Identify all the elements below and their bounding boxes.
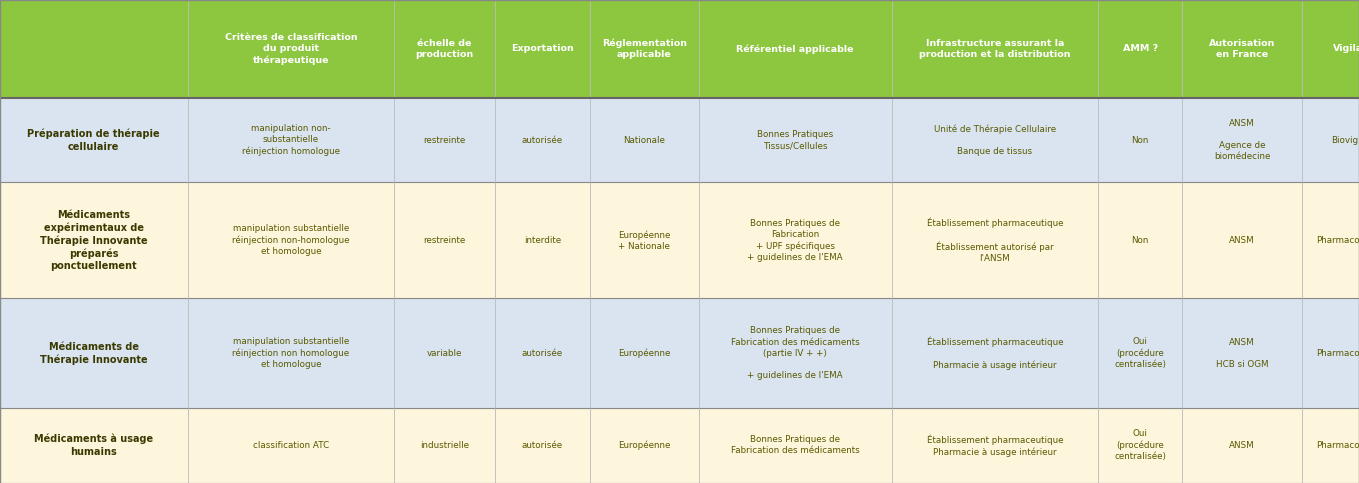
Text: Européenne: Européenne <box>618 348 670 358</box>
Text: Non: Non <box>1132 236 1148 245</box>
Text: interdite: interdite <box>523 236 561 245</box>
Text: Pharmacovigilance: Pharmacovigilance <box>1316 441 1359 450</box>
Text: Bonnes Pratiques de
Fabrication des médicaments: Bonnes Pratiques de Fabrication des médi… <box>731 435 859 455</box>
Bar <box>1182 298 1302 408</box>
Text: Établissement pharmaceutique

Établissement autorisé par
l'ANSM: Établissement pharmaceutique Établisseme… <box>927 217 1063 263</box>
Text: Préparation de thérapie
cellulaire: Préparation de thérapie cellulaire <box>27 128 160 152</box>
Bar <box>1302 0 1359 98</box>
Text: Européenne
+ Nationale: Européenne + Nationale <box>618 230 670 251</box>
Bar <box>495 98 590 182</box>
Bar <box>1182 182 1302 298</box>
Bar <box>394 298 495 408</box>
Bar <box>892 0 1098 98</box>
Bar <box>590 298 699 408</box>
Bar <box>188 298 394 408</box>
Bar <box>0 408 188 483</box>
Bar <box>1302 98 1359 182</box>
Bar <box>188 182 394 298</box>
Text: Pharmacovigilance: Pharmacovigilance <box>1316 349 1359 357</box>
Text: Non: Non <box>1132 136 1148 144</box>
Bar <box>495 298 590 408</box>
Text: autorisée: autorisée <box>522 441 563 450</box>
Bar <box>892 408 1098 483</box>
Text: Bonnes Pratiques de
Fabrication
+ UPF spécifiques
+ guidelines de l'EMA: Bonnes Pratiques de Fabrication + UPF sp… <box>747 219 843 262</box>
Text: Oui
(procédure
centralisée): Oui (procédure centralisée) <box>1114 429 1166 461</box>
Bar <box>495 0 590 98</box>
Bar <box>892 98 1098 182</box>
Bar <box>892 298 1098 408</box>
Text: Biovigilance: Biovigilance <box>1330 136 1359 144</box>
Bar <box>590 408 699 483</box>
Bar <box>1182 0 1302 98</box>
Text: Bonnes Pratiques
Tissus/Cellules: Bonnes Pratiques Tissus/Cellules <box>757 130 833 150</box>
Text: Réglementation
applicable: Réglementation applicable <box>602 39 686 59</box>
Bar <box>590 0 699 98</box>
Bar <box>1302 408 1359 483</box>
Bar <box>1302 298 1359 408</box>
Text: manipulation non-
substantielle
réinjection homologue: manipulation non- substantielle réinject… <box>242 124 340 156</box>
Bar <box>1302 182 1359 298</box>
Text: Médicaments à usage
humains: Médicaments à usage humains <box>34 434 154 457</box>
Text: Oui
(procédure
centralisée): Oui (procédure centralisée) <box>1114 337 1166 369</box>
Text: manipulation substantielle
réinjection non homologue
et homologue: manipulation substantielle réinjection n… <box>232 337 349 369</box>
Bar <box>1182 408 1302 483</box>
Text: Critères de classification
du produit
thérapeutique: Critères de classification du produit th… <box>224 33 357 65</box>
Text: Établissement pharmaceutique

Pharmacie à usage intérieur: Établissement pharmaceutique Pharmacie à… <box>927 337 1063 370</box>
Text: autorisée: autorisée <box>522 136 563 144</box>
Text: Nationale: Nationale <box>624 136 665 144</box>
Bar <box>699 98 892 182</box>
Bar <box>590 182 699 298</box>
Text: Autorisation
en France: Autorisation en France <box>1210 39 1275 59</box>
Bar <box>1098 98 1182 182</box>
Text: Médicaments
expérimentaux de
Thérapie Innovante
préparés
ponctuellement: Médicaments expérimentaux de Thérapie In… <box>39 210 148 271</box>
Bar <box>0 182 188 298</box>
Bar <box>495 408 590 483</box>
Text: ANSM

HCB si OGM: ANSM HCB si OGM <box>1216 338 1268 369</box>
Bar <box>394 182 495 298</box>
Bar <box>394 0 495 98</box>
Bar <box>892 182 1098 298</box>
Bar <box>699 0 892 98</box>
Text: Unité de Thérapie Cellulaire

Banque de tissus: Unité de Thérapie Cellulaire Banque de t… <box>934 124 1056 156</box>
Text: Européenne: Européenne <box>618 440 670 450</box>
Bar <box>394 98 495 182</box>
Text: ANSM

Agence de
biomédecine: ANSM Agence de biomédecine <box>1214 119 1271 161</box>
Bar <box>0 298 188 408</box>
Bar <box>699 298 892 408</box>
Text: Bonnes Pratiques de
Fabrication des médicaments
(partie IV + +)

+ guidelines de: Bonnes Pratiques de Fabrication des médi… <box>731 327 859 380</box>
Text: classification ATC: classification ATC <box>253 441 329 450</box>
Text: échelle de
production: échelle de production <box>416 39 473 59</box>
Text: ANSM: ANSM <box>1230 441 1254 450</box>
Bar <box>394 408 495 483</box>
Bar <box>699 408 892 483</box>
Text: industrielle: industrielle <box>420 441 469 450</box>
Bar <box>1098 0 1182 98</box>
Bar <box>1098 298 1182 408</box>
Text: restreinte: restreinte <box>423 136 466 144</box>
Text: Médicaments de
Thérapie Innovante: Médicaments de Thérapie Innovante <box>39 341 148 365</box>
Text: ANSM: ANSM <box>1230 236 1254 245</box>
Text: AMM ?: AMM ? <box>1123 44 1158 54</box>
Bar <box>1098 408 1182 483</box>
Text: manipulation substantielle
réinjection non-homologue
et homologue: manipulation substantielle réinjection n… <box>232 225 349 256</box>
Bar <box>495 182 590 298</box>
Bar <box>699 182 892 298</box>
Text: restreinte: restreinte <box>423 236 466 245</box>
Bar <box>0 98 188 182</box>
Text: autorisée: autorisée <box>522 349 563 357</box>
Text: Établissement pharmaceutique
Pharmacie à usage intérieur: Établissement pharmaceutique Pharmacie à… <box>927 434 1063 456</box>
Bar <box>188 408 394 483</box>
Text: Pharmacovigilance: Pharmacovigilance <box>1316 236 1359 245</box>
Bar <box>188 98 394 182</box>
Text: Vigilance: Vigilance <box>1333 44 1359 54</box>
Bar <box>1098 182 1182 298</box>
Text: Infrastructure assurant la
production et la distribution: Infrastructure assurant la production et… <box>919 39 1071 59</box>
Bar <box>0 0 188 98</box>
Text: variable: variable <box>427 349 462 357</box>
Text: Exportation: Exportation <box>511 44 573 54</box>
Bar <box>1182 98 1302 182</box>
Text: Référentiel applicable: Référentiel applicable <box>737 44 853 54</box>
Bar <box>188 0 394 98</box>
Bar <box>590 98 699 182</box>
